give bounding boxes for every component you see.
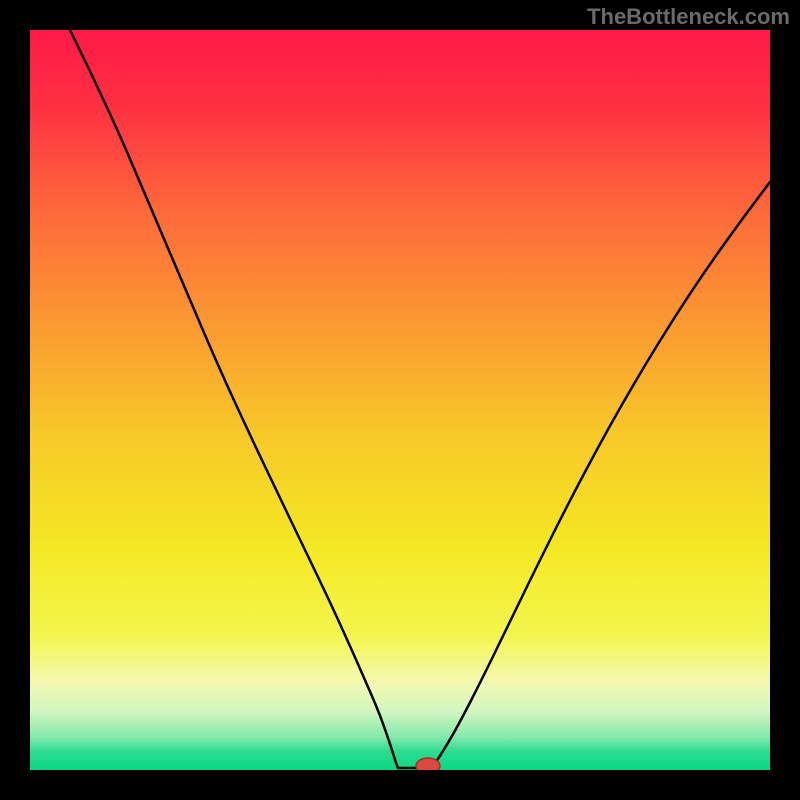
watermark-text: TheBottleneck.com <box>587 4 790 30</box>
plot-area <box>30 30 770 770</box>
optimal-point-marker <box>30 30 770 770</box>
